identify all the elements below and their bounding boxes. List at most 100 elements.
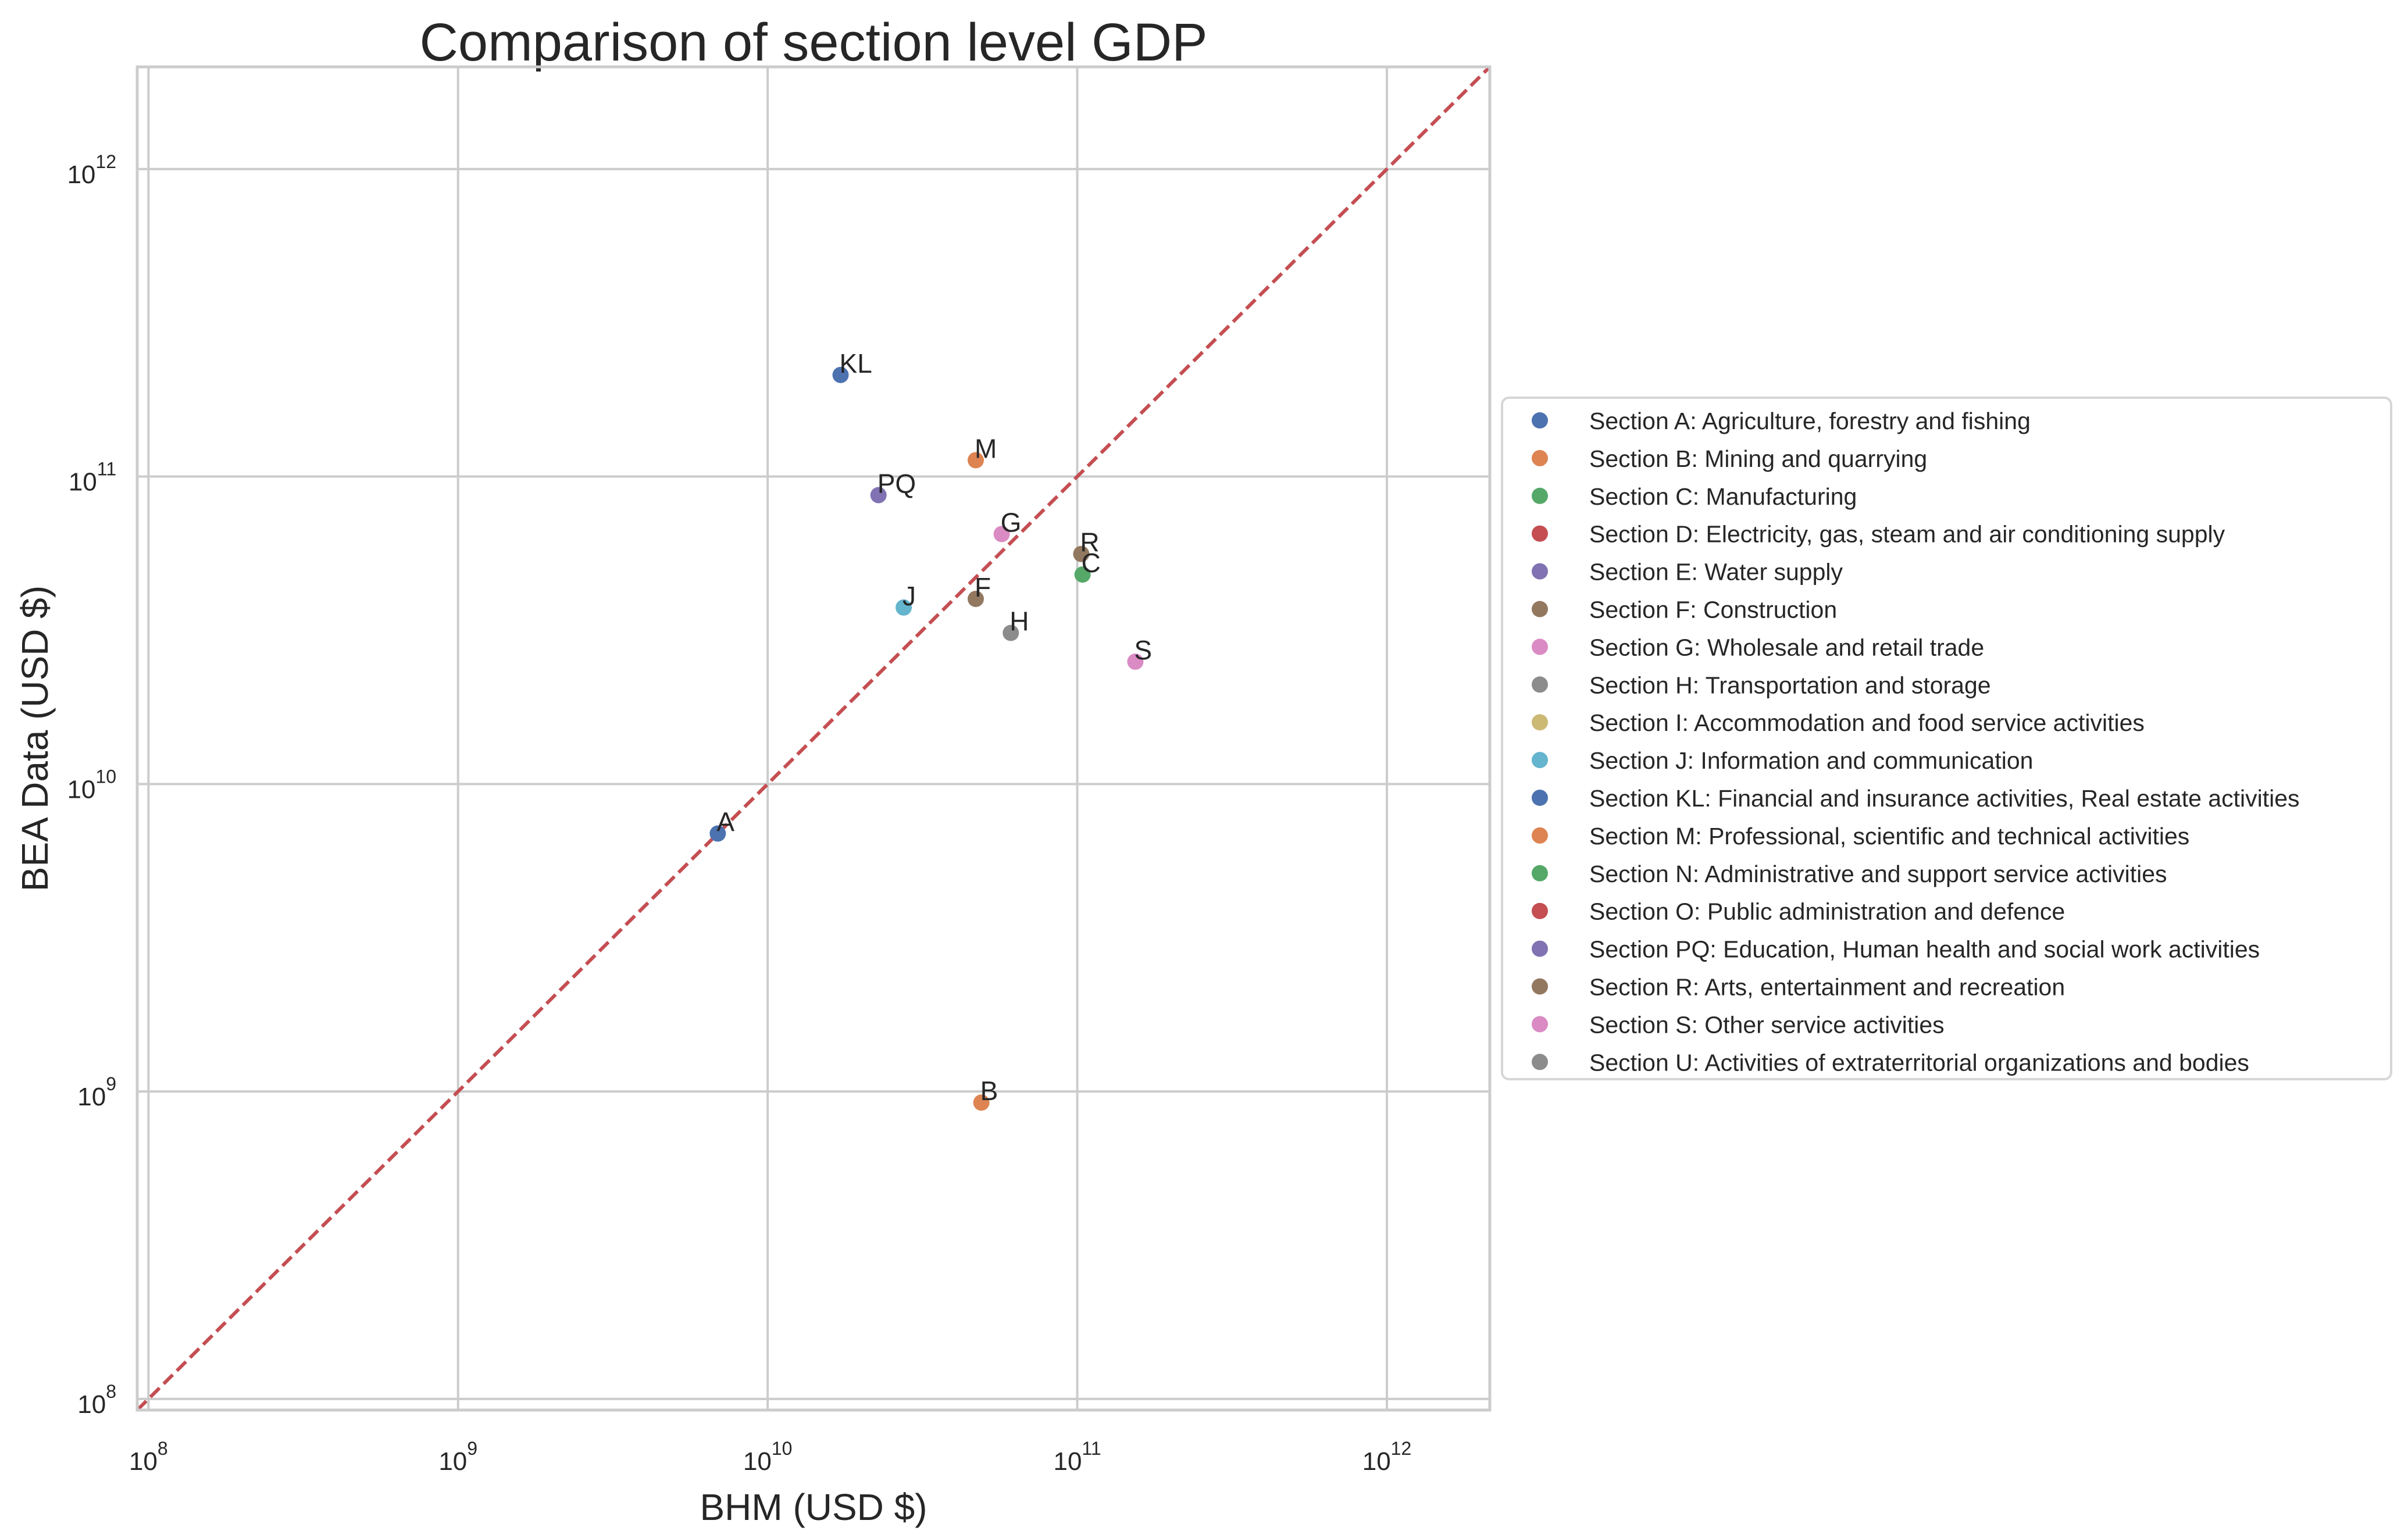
legend-label: Section PQ: Education, Human health and … bbox=[1589, 936, 2260, 963]
legend-item-j: Section J: Information and communication bbox=[1532, 747, 2033, 774]
legend-item-b: Section B: Mining and quarrying bbox=[1532, 445, 1927, 472]
x-tick-labels: 108 109 1010 1011 1012 bbox=[129, 1438, 1411, 1476]
data-point-j bbox=[896, 599, 912, 616]
axes-frame bbox=[135, 65, 1492, 1412]
legend-marker bbox=[1532, 940, 1548, 957]
y-tick-label: 1010 bbox=[67, 766, 116, 804]
data-point-b bbox=[973, 1094, 990, 1111]
legend-item-kl: Section KL: Financial and insurance acti… bbox=[1532, 785, 2300, 812]
point-label-f: F bbox=[975, 572, 991, 602]
legend-label: Section U: Activities of extraterritoria… bbox=[1589, 1049, 2249, 1076]
legend-label: Section S: Other service activities bbox=[1589, 1011, 1945, 1038]
y-tick-label: 1011 bbox=[69, 459, 116, 497]
legend-label: Section C: Manufacturing bbox=[1589, 483, 1857, 510]
x-tick-base: 10 bbox=[438, 1447, 467, 1476]
legend-marker bbox=[1532, 487, 1548, 504]
legend-label: Section B: Mining and quarrying bbox=[1589, 445, 1927, 472]
legend-label: Section M: Professional, scientific and … bbox=[1589, 823, 2189, 850]
legend-item-i: Section I: Accommodation and food servic… bbox=[1532, 709, 2145, 736]
data-point-c bbox=[1074, 566, 1091, 583]
y-tick-exponent: 10 bbox=[95, 766, 116, 787]
legend-marker bbox=[1532, 714, 1548, 731]
legend-label: Section KL: Financial and insurance acti… bbox=[1589, 785, 2300, 812]
legend-item-pq: Section PQ: Education, Human health and … bbox=[1532, 936, 2260, 963]
chart-title: Comparison of section level GDP bbox=[419, 13, 1207, 72]
legend-box bbox=[1501, 397, 2392, 1080]
x-tick-label: 1010 bbox=[743, 1438, 793, 1476]
point-labels: A B C F G H J KL M PQ R S bbox=[716, 348, 1152, 1106]
x-tick-exponent: 10 bbox=[772, 1438, 793, 1459]
point-label-s: S bbox=[1134, 635, 1152, 665]
x-tick-label: 1012 bbox=[1362, 1438, 1412, 1476]
legend-item-o: Section O: Public administration and def… bbox=[1532, 898, 2065, 925]
legend-marker bbox=[1532, 412, 1548, 429]
legend-label: Section O: Public administration and def… bbox=[1589, 898, 2065, 925]
legend-item-d: Section D: Electricity, gas, steam and a… bbox=[1532, 521, 2225, 548]
y-tick-exponent: 11 bbox=[97, 459, 116, 480]
legend-marker bbox=[1532, 978, 1548, 995]
grid-lines bbox=[137, 67, 1490, 1410]
x-axis-label: BHM (USD $) bbox=[700, 1486, 927, 1528]
data-point-h bbox=[1003, 624, 1019, 641]
point-label-j: J bbox=[902, 581, 916, 611]
x-tick-exponent: 12 bbox=[1391, 1438, 1412, 1459]
point-label-r: R bbox=[1080, 527, 1099, 558]
legend-item-g: Section G: Wholesale and retail trade bbox=[1532, 634, 1984, 661]
point-label-m: M bbox=[975, 433, 997, 463]
legend-label: Section H: Transportation and storage bbox=[1589, 672, 1991, 698]
legend-item-s: Section S: Other service activities bbox=[1532, 1011, 1945, 1038]
x-tick-base: 10 bbox=[1053, 1447, 1082, 1476]
y-axis-label: BEA Data (USD $) bbox=[14, 586, 56, 891]
legend-marker bbox=[1532, 902, 1548, 919]
data-point-r bbox=[1073, 545, 1090, 562]
point-label-kl: KL bbox=[840, 348, 872, 379]
legend-label: Section F: Construction bbox=[1589, 597, 1837, 623]
legend-item-n: Section N: Administrative and support se… bbox=[1532, 861, 2167, 887]
legend-items: Section A: Agriculture, forestry and fis… bbox=[1532, 408, 2300, 1076]
legend-item-a: Section A: Agriculture, forestry and fis… bbox=[1532, 408, 2031, 434]
legend-item-u: Section U: Activities of extraterritoria… bbox=[1532, 1049, 2249, 1076]
y-tick-base: 10 bbox=[67, 775, 95, 804]
legend-marker bbox=[1532, 638, 1548, 655]
point-label-c: C bbox=[1082, 548, 1101, 578]
data-point-m bbox=[967, 452, 984, 469]
y-tick-label: 1012 bbox=[67, 151, 116, 189]
legend-label: Section A: Agriculture, forestry and fis… bbox=[1589, 408, 2031, 434]
y-tick-exponent: 9 bbox=[106, 1073, 116, 1094]
y-tick-exponent: 8 bbox=[106, 1381, 116, 1402]
legend-item-f: Section F: Construction bbox=[1532, 597, 1837, 623]
legend-label: Section D: Electricity, gas, steam and a… bbox=[1589, 521, 2225, 548]
data-point-g bbox=[993, 526, 1010, 543]
legend-marker bbox=[1532, 1054, 1548, 1070]
legend-label: Section I: Accommodation and food servic… bbox=[1589, 709, 2145, 736]
legend-item-c: Section C: Manufacturing bbox=[1532, 483, 1857, 510]
x-tick-base: 10 bbox=[1362, 1447, 1391, 1476]
legend-marker bbox=[1532, 827, 1548, 844]
legend-label: Section E: Water supply bbox=[1589, 559, 1843, 586]
x-tick-base: 10 bbox=[129, 1447, 158, 1476]
legend-item-e: Section E: Water supply bbox=[1532, 559, 1843, 586]
identity-reference-line bbox=[135, 65, 1492, 1412]
legend-marker bbox=[1532, 676, 1548, 693]
point-label-h: H bbox=[1009, 606, 1029, 637]
y-tick-label: 108 bbox=[77, 1381, 116, 1419]
x-tick-label: 1011 bbox=[1053, 1438, 1101, 1476]
legend-marker bbox=[1532, 790, 1548, 806]
x-tick-label: 109 bbox=[438, 1438, 477, 1476]
y-tick-base: 10 bbox=[77, 1083, 106, 1111]
y-tick-label: 109 bbox=[77, 1073, 116, 1111]
point-label-a: A bbox=[716, 807, 734, 837]
x-tick-exponent: 9 bbox=[467, 1438, 477, 1459]
point-label-pq: PQ bbox=[877, 469, 916, 499]
legend-marker bbox=[1532, 449, 1548, 466]
x-tick-base: 10 bbox=[743, 1447, 772, 1476]
legend-label: Section N: Administrative and support se… bbox=[1589, 861, 2167, 887]
x-tick-exponent: 11 bbox=[1082, 1438, 1101, 1459]
x-tick-exponent: 8 bbox=[158, 1438, 168, 1459]
legend-marker bbox=[1532, 1016, 1548, 1033]
point-label-b: B bbox=[980, 1076, 998, 1106]
data-point-s bbox=[1127, 653, 1144, 670]
data-point-a bbox=[709, 825, 726, 842]
